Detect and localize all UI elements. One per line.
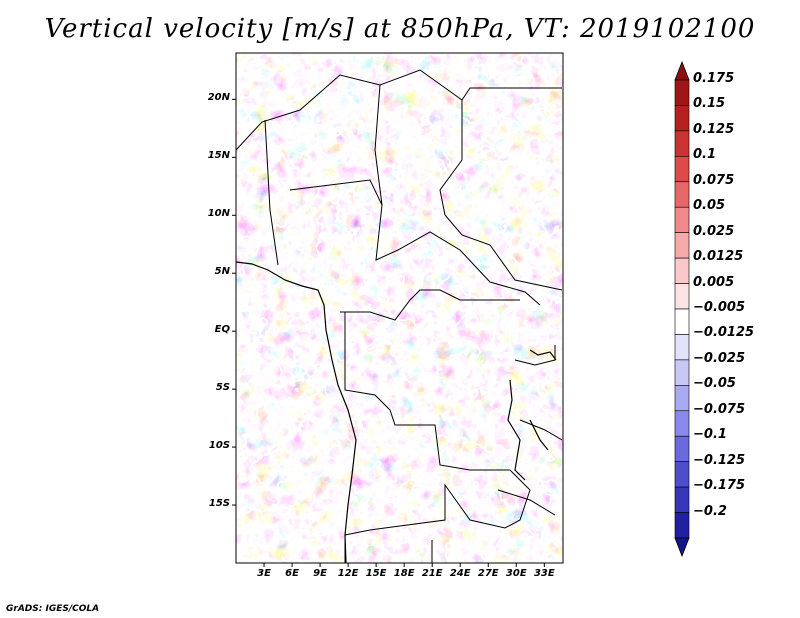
colorbar-swatch — [674, 334, 690, 361]
colorbar-level-label: 0.125 — [693, 121, 735, 137]
lon-tick-label: 15E — [365, 568, 387, 579]
colorbar-swatch — [674, 385, 690, 412]
colorbar-swatch — [674, 486, 690, 513]
colorbar-level-label: −0.2 — [693, 503, 727, 519]
colorbar — [674, 60, 690, 558]
lat-tick-label: EQ — [214, 324, 230, 336]
lat-tick-label: 15S — [208, 498, 230, 510]
colorbar-swatch — [674, 79, 690, 106]
colorbar-bottom-arrow — [674, 537, 690, 558]
colorbar-level-label: 0.15 — [693, 96, 726, 112]
colorbar-level-label: 0.05 — [693, 198, 726, 214]
lon-tick-label: 18E — [393, 568, 415, 579]
colorbar-swatch — [674, 206, 690, 233]
colorbar-level-label: −0.005 — [693, 300, 746, 315]
colorbar-swatch — [674, 105, 690, 132]
colorbar-swatch — [674, 257, 690, 284]
colorbar-swatch — [674, 512, 690, 539]
lon-tick-label: 24E — [449, 568, 471, 579]
coastlines — [236, 261, 557, 563]
velocity-field — [236, 53, 563, 563]
colorbar-level-label: −0.175 — [693, 478, 746, 494]
grads-credit: GrADS: IGES/COLA — [6, 604, 100, 614]
lat-tick-label: 15N — [207, 150, 230, 162]
lon-tick-marks — [263, 563, 545, 567]
colorbar-swatch — [674, 181, 690, 208]
lon-tick-label: 27E — [477, 568, 499, 579]
colorbar-swatch — [674, 130, 690, 157]
lon-tick-label: 30E — [505, 568, 527, 579]
colorbar-level-label: −0.125 — [693, 452, 746, 468]
colorbar-top-arrow — [674, 60, 690, 81]
lat-tick-label: 10S — [208, 440, 230, 452]
lat-tick-label: 5S — [215, 382, 230, 394]
lat-tick-label: 10N — [207, 208, 230, 220]
lat-tick-marks — [232, 98, 236, 506]
lon-tick-label: 3E — [257, 568, 271, 579]
colorbar-level-label: −0.075 — [693, 401, 746, 417]
colorbar-level-label: 0.0125 — [693, 249, 744, 265]
country-borders — [236, 69, 563, 563]
colorbar-level-label: 0.005 — [693, 274, 735, 290]
lon-tick-label: 21E — [421, 568, 443, 579]
colorbar-level-label: −0.05 — [693, 376, 736, 392]
lat-tick-label: 20N — [207, 92, 230, 104]
lat-tick-label: 5N — [214, 266, 230, 278]
colorbar-level-label: −0.0125 — [693, 325, 755, 341]
plot-title: Vertical velocity [m/s] at 850hPa, VT: 2… — [44, 14, 756, 44]
map-frame — [235, 52, 564, 564]
colorbar-swatch — [674, 308, 690, 335]
colorbar-swatch — [674, 283, 690, 310]
colorbar-level-label: −0.1 — [693, 427, 727, 443]
lon-tick-label: 9E — [313, 568, 327, 579]
colorbar-swatch — [674, 359, 690, 386]
colorbar-swatch — [674, 461, 690, 488]
colorbar-level-label: 0.1 — [693, 147, 717, 163]
colorbar-level-label: −0.025 — [693, 350, 746, 366]
lon-tick-label: 12E — [337, 568, 359, 579]
colorbar-level-label: 0.025 — [693, 223, 735, 239]
colorbar-level-label: 0.075 — [693, 172, 735, 188]
colorbar-swatch — [674, 232, 690, 259]
colorbar-swatch — [674, 435, 690, 462]
lon-tick-label: 6E — [285, 568, 299, 579]
colorbar-swatch — [674, 410, 690, 437]
lon-tick-label: 33E — [533, 568, 555, 579]
colorbar-level-label: 0.175 — [693, 71, 735, 86]
colorbar-swatch — [674, 156, 690, 183]
